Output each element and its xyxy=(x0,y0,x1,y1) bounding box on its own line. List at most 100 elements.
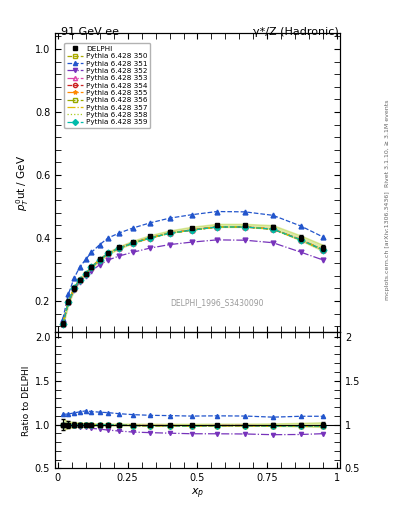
Pythia 6.428 352 xyxy=(321,257,325,263)
Pythia 6.428 354 xyxy=(83,270,88,276)
Pythia 6.428 359 xyxy=(321,247,325,253)
Pythia 6.428 356 xyxy=(298,237,303,243)
Pythia 6.428 357 xyxy=(215,224,219,230)
Pythia 6.428 352 xyxy=(61,321,65,327)
Pythia 6.428 355 xyxy=(83,270,88,276)
Pythia 6.428 353 xyxy=(66,299,71,305)
Pythia 6.428 352 xyxy=(97,262,102,268)
Pythia 6.428 356 xyxy=(61,321,65,327)
Pythia 6.428 355 xyxy=(215,224,219,230)
Text: 91 GeV ee: 91 GeV ee xyxy=(61,27,119,37)
Pythia 6.428 356 xyxy=(97,257,102,263)
Pythia 6.428 359 xyxy=(83,270,88,276)
Line: Pythia 6.428 358: Pythia 6.428 358 xyxy=(63,227,323,324)
Pythia 6.428 358 xyxy=(117,245,121,251)
Pythia 6.428 352 xyxy=(117,253,121,259)
Pythia 6.428 353 xyxy=(189,227,194,233)
Pythia 6.428 356 xyxy=(131,240,136,246)
Pythia 6.428 355 xyxy=(189,227,194,233)
Pythia 6.428 359 xyxy=(66,299,71,305)
Line: Pythia 6.428 353: Pythia 6.428 353 xyxy=(61,224,326,326)
Pythia 6.428 354 xyxy=(97,257,102,263)
Pythia 6.428 359 xyxy=(97,257,102,263)
Pythia 6.428 354 xyxy=(89,264,94,270)
Pythia 6.428 350 xyxy=(72,286,76,292)
Pythia 6.428 354 xyxy=(167,230,172,237)
Pythia 6.428 355 xyxy=(97,257,102,263)
Pythia 6.428 352 xyxy=(242,237,247,243)
Pythia 6.428 350 xyxy=(298,237,303,243)
Pythia 6.428 352 xyxy=(148,245,152,251)
Line: Pythia 6.428 352: Pythia 6.428 352 xyxy=(61,238,326,326)
Line: Pythia 6.428 355: Pythia 6.428 355 xyxy=(61,225,326,326)
Pythia 6.428 357 xyxy=(89,264,94,270)
Pythia 6.428 358 xyxy=(242,224,247,230)
Pythia 6.428 356 xyxy=(106,250,110,257)
Pythia 6.428 353 xyxy=(242,224,247,230)
Pythia 6.428 351 xyxy=(117,230,121,236)
Pythia 6.428 350 xyxy=(215,224,219,230)
Pythia 6.428 352 xyxy=(66,300,71,306)
Pythia 6.428 356 xyxy=(215,224,219,230)
Pythia 6.428 356 xyxy=(148,235,152,241)
Pythia 6.428 352 xyxy=(77,279,82,285)
Pythia 6.428 358 xyxy=(321,247,325,253)
Text: mcplots.cern.ch [arXiv:1306.3436]: mcplots.cern.ch [arXiv:1306.3436] xyxy=(385,191,390,300)
Pythia 6.428 355 xyxy=(242,224,247,230)
Pythia 6.428 357 xyxy=(148,235,152,241)
Pythia 6.428 351 xyxy=(72,275,76,282)
Pythia 6.428 356 xyxy=(117,245,121,251)
Pythia 6.428 356 xyxy=(270,226,275,232)
Pythia 6.428 357 xyxy=(61,321,65,327)
Pythia 6.428 355 xyxy=(106,250,110,257)
Pythia 6.428 359 xyxy=(106,250,110,257)
Pythia 6.428 351 xyxy=(148,220,152,226)
Pythia 6.428 350 xyxy=(97,257,102,263)
Pythia 6.428 357 xyxy=(321,247,325,253)
Pythia 6.428 353 xyxy=(298,237,303,243)
Pythia 6.428 359 xyxy=(77,276,82,283)
Pythia 6.428 353 xyxy=(106,250,110,256)
Pythia 6.428 358 xyxy=(270,226,275,232)
Pythia 6.428 353 xyxy=(270,226,275,232)
Pythia 6.428 351 xyxy=(189,211,194,218)
Pythia 6.428 359 xyxy=(167,230,172,237)
Y-axis label: $p^0_T$ut / GeV: $p^0_T$ut / GeV xyxy=(14,155,31,211)
Pythia 6.428 355 xyxy=(131,240,136,246)
Text: DELPHI_1996_S3430090: DELPHI_1996_S3430090 xyxy=(171,298,264,307)
Pythia 6.428 354 xyxy=(72,285,76,291)
Pythia 6.428 352 xyxy=(215,237,219,243)
Pythia 6.428 359 xyxy=(89,264,94,270)
Pythia 6.428 352 xyxy=(270,240,275,246)
Pythia 6.428 350 xyxy=(66,299,71,305)
Pythia 6.428 355 xyxy=(66,299,71,305)
Pythia 6.428 354 xyxy=(131,240,136,246)
Pythia 6.428 358 xyxy=(61,321,65,327)
Pythia 6.428 353 xyxy=(131,240,136,246)
Pythia 6.428 355 xyxy=(89,264,94,270)
Pythia 6.428 357 xyxy=(66,299,71,305)
Pythia 6.428 354 xyxy=(77,276,82,283)
Pythia 6.428 355 xyxy=(167,230,172,237)
Pythia 6.428 358 xyxy=(89,264,94,270)
Pythia 6.428 351 xyxy=(270,212,275,219)
Pythia 6.428 350 xyxy=(117,245,121,251)
Pythia 6.428 354 xyxy=(321,247,325,253)
Line: Pythia 6.428 354: Pythia 6.428 354 xyxy=(61,225,326,326)
Pythia 6.428 359 xyxy=(298,237,303,243)
Pythia 6.428 351 xyxy=(77,264,82,270)
Line: Pythia 6.428 350: Pythia 6.428 350 xyxy=(61,225,326,326)
Pythia 6.428 357 xyxy=(242,224,247,230)
Pythia 6.428 358 xyxy=(148,235,152,241)
Pythia 6.428 356 xyxy=(77,276,82,283)
Pythia 6.428 353 xyxy=(83,270,88,276)
Pythia 6.428 358 xyxy=(215,224,219,230)
Pythia 6.428 358 xyxy=(97,257,102,263)
Pythia 6.428 350 xyxy=(77,277,82,283)
Pythia 6.428 351 xyxy=(61,316,65,322)
Pythia 6.428 356 xyxy=(83,270,88,276)
Pythia 6.428 356 xyxy=(321,247,325,253)
Pythia 6.428 354 xyxy=(215,224,219,230)
Pythia 6.428 350 xyxy=(148,235,152,241)
Pythia 6.428 358 xyxy=(83,270,88,276)
